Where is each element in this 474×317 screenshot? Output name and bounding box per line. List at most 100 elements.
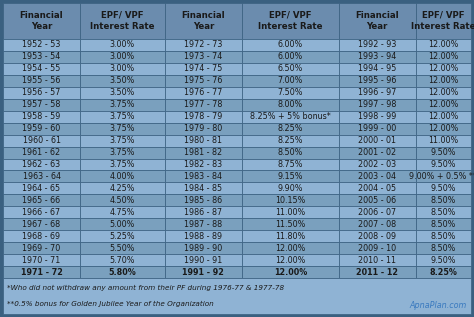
Bar <box>3 194 80 206</box>
Bar <box>80 123 165 135</box>
Text: 12.00%: 12.00% <box>428 52 458 61</box>
Text: 1965 - 66: 1965 - 66 <box>22 196 61 205</box>
Bar <box>80 242 165 254</box>
Bar <box>80 194 165 206</box>
Text: 4.25%: 4.25% <box>109 184 135 193</box>
Bar <box>242 182 339 194</box>
Text: EPF/ VPF
Interest Rate: EPF/ VPF Interest Rate <box>411 11 474 31</box>
Text: 1955 - 56: 1955 - 56 <box>22 76 61 85</box>
Text: 5.50%: 5.50% <box>109 244 135 253</box>
Text: Financial
Year: Financial Year <box>20 11 64 31</box>
Text: 1977 - 78: 1977 - 78 <box>184 100 223 109</box>
Bar <box>416 87 471 99</box>
Bar <box>242 266 339 278</box>
Bar <box>416 111 471 123</box>
Bar <box>80 254 165 266</box>
Bar <box>165 87 242 99</box>
Text: 2007 - 08: 2007 - 08 <box>358 220 396 229</box>
Bar <box>165 51 242 63</box>
Text: 1998 - 99: 1998 - 99 <box>358 112 396 121</box>
Bar <box>80 39 165 51</box>
Bar <box>3 135 80 146</box>
Text: 1986 - 87: 1986 - 87 <box>184 208 222 217</box>
Bar <box>242 99 339 111</box>
Text: Financial
Year: Financial Year <box>182 11 225 31</box>
Text: 1972 - 73: 1972 - 73 <box>184 41 223 49</box>
Bar <box>3 111 80 123</box>
Bar <box>80 75 165 87</box>
Text: 9.50%: 9.50% <box>430 148 456 157</box>
Text: 4.75%: 4.75% <box>109 208 135 217</box>
Text: 5.25%: 5.25% <box>109 232 135 241</box>
Text: 6.50%: 6.50% <box>278 64 303 73</box>
Bar <box>242 158 339 171</box>
Bar <box>3 206 80 218</box>
Text: 9.50%: 9.50% <box>430 256 456 265</box>
Text: 2006 - 07: 2006 - 07 <box>358 208 396 217</box>
Text: 2005 - 06: 2005 - 06 <box>358 196 396 205</box>
Bar <box>242 63 339 75</box>
Text: 3.50%: 3.50% <box>110 76 135 85</box>
Text: 1980 - 81: 1980 - 81 <box>184 136 222 145</box>
Text: 8.25%: 8.25% <box>429 268 457 276</box>
Bar <box>242 123 339 135</box>
Bar <box>339 158 416 171</box>
Bar <box>416 254 471 266</box>
Bar <box>242 75 339 87</box>
Bar <box>3 182 80 194</box>
Bar <box>3 63 80 75</box>
Bar <box>3 171 80 182</box>
Text: 4.00%: 4.00% <box>110 172 135 181</box>
Bar <box>416 171 471 182</box>
Text: EPF/ VPF
Interest Rate: EPF/ VPF Interest Rate <box>258 11 323 31</box>
Text: 7.50%: 7.50% <box>278 88 303 97</box>
Text: 8.50%: 8.50% <box>431 196 456 205</box>
Text: 11.00%: 11.00% <box>275 208 305 217</box>
Text: 12.00%: 12.00% <box>275 244 306 253</box>
Bar <box>242 218 339 230</box>
Text: 3.00%: 3.00% <box>110 41 135 49</box>
Bar <box>416 182 471 194</box>
Bar <box>165 123 242 135</box>
Bar <box>339 63 416 75</box>
Bar <box>3 87 80 99</box>
Text: 8.50%: 8.50% <box>431 244 456 253</box>
Text: 3.75%: 3.75% <box>109 136 135 145</box>
Text: 1979 - 80: 1979 - 80 <box>184 124 223 133</box>
Text: 1958 - 59: 1958 - 59 <box>22 112 61 121</box>
Text: 1966 - 67: 1966 - 67 <box>22 208 61 217</box>
Text: 1964 - 65: 1964 - 65 <box>22 184 61 193</box>
Bar <box>242 39 339 51</box>
Bar <box>339 254 416 266</box>
Bar <box>416 242 471 254</box>
Text: 4.50%: 4.50% <box>110 196 135 205</box>
Text: 11.50%: 11.50% <box>275 220 306 229</box>
Bar <box>339 218 416 230</box>
Bar <box>416 63 471 75</box>
Bar <box>339 194 416 206</box>
Bar <box>165 63 242 75</box>
Text: 3.75%: 3.75% <box>109 100 135 109</box>
Bar <box>3 75 80 87</box>
Text: 1994 - 95: 1994 - 95 <box>358 64 396 73</box>
Bar <box>242 135 339 146</box>
Text: 1996 - 97: 1996 - 97 <box>358 88 396 97</box>
Bar <box>3 218 80 230</box>
Bar <box>80 230 165 242</box>
Bar <box>165 230 242 242</box>
Text: 12.00%: 12.00% <box>428 100 458 109</box>
Text: 2003 - 04: 2003 - 04 <box>358 172 396 181</box>
Text: 5.80%: 5.80% <box>109 268 137 276</box>
Bar <box>165 171 242 182</box>
Bar <box>339 230 416 242</box>
Bar <box>416 194 471 206</box>
Text: 2009 - 10: 2009 - 10 <box>358 244 396 253</box>
Text: 1952 - 53: 1952 - 53 <box>22 41 61 49</box>
Text: 12.00%: 12.00% <box>428 112 458 121</box>
Text: 12.00%: 12.00% <box>273 268 307 276</box>
Text: 1967 - 68: 1967 - 68 <box>22 220 61 229</box>
Text: 5.00%: 5.00% <box>110 220 135 229</box>
Text: 12.00%: 12.00% <box>428 124 458 133</box>
Text: 2008 - 09: 2008 - 09 <box>358 232 396 241</box>
Bar <box>339 87 416 99</box>
